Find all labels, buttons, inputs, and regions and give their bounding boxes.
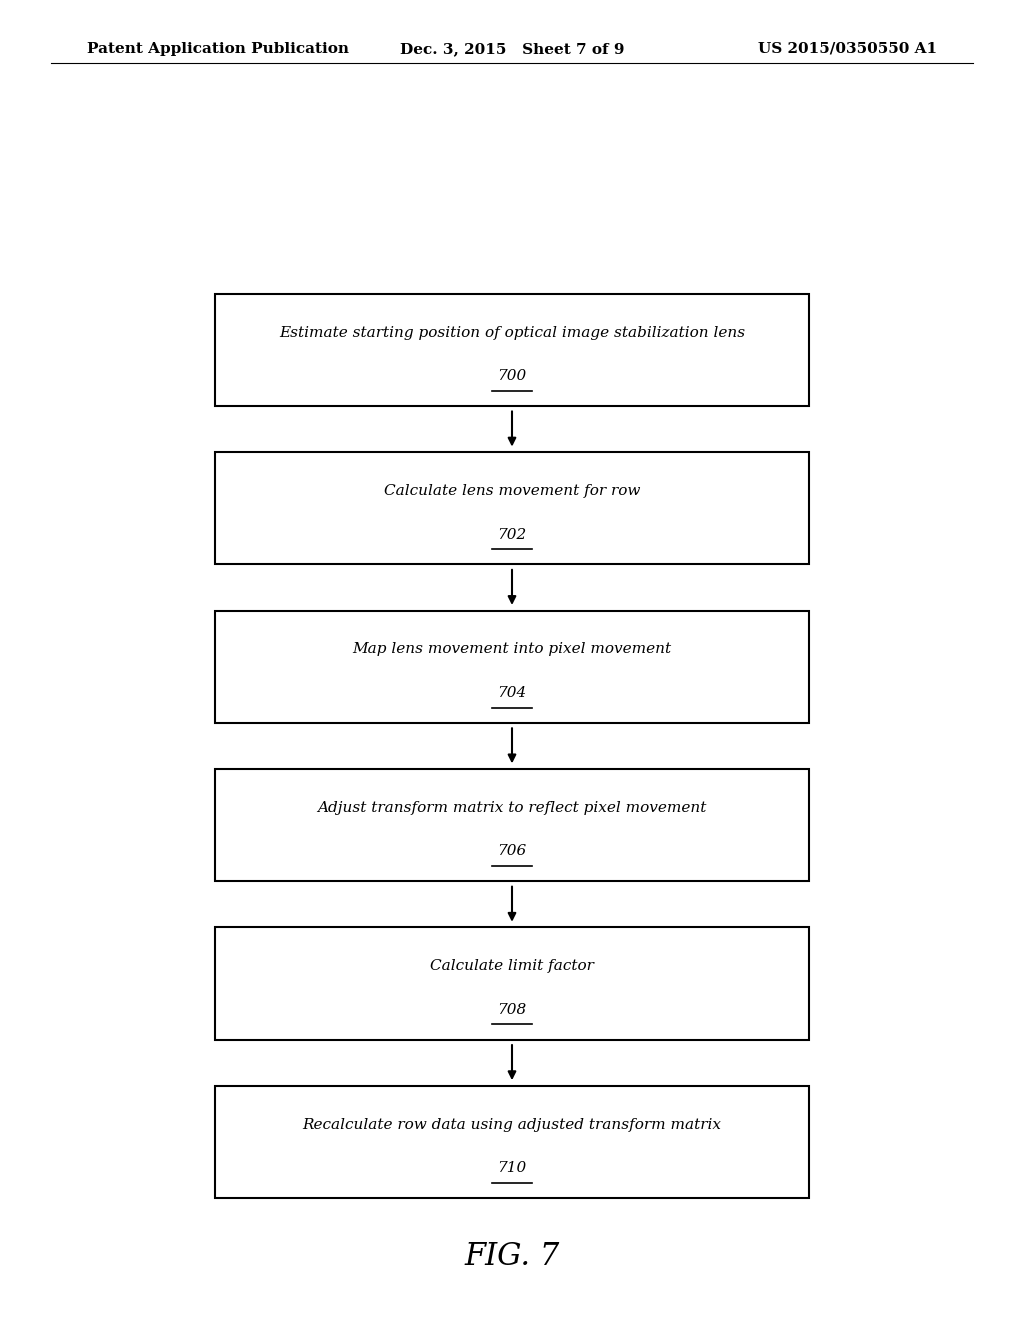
Text: Dec. 3, 2015   Sheet 7 of 9: Dec. 3, 2015 Sheet 7 of 9 xyxy=(399,42,625,55)
Text: Recalculate row data using adjusted transform matrix: Recalculate row data using adjusted tran… xyxy=(302,1118,722,1131)
Text: Map lens movement into pixel movement: Map lens movement into pixel movement xyxy=(352,643,672,656)
FancyBboxPatch shape xyxy=(215,768,809,882)
Text: 710: 710 xyxy=(498,1162,526,1175)
Text: Calculate limit factor: Calculate limit factor xyxy=(430,960,594,973)
FancyBboxPatch shape xyxy=(215,610,809,722)
Text: Adjust transform matrix to reflect pixel movement: Adjust transform matrix to reflect pixel… xyxy=(317,801,707,814)
Text: Calculate lens movement for row: Calculate lens movement for row xyxy=(384,484,640,498)
Text: Patent Application Publication: Patent Application Publication xyxy=(87,42,349,55)
FancyBboxPatch shape xyxy=(215,294,809,407)
Text: FIG. 7: FIG. 7 xyxy=(464,1241,560,1272)
Text: 704: 704 xyxy=(498,686,526,700)
FancyBboxPatch shape xyxy=(215,1085,809,1199)
Text: 702: 702 xyxy=(498,528,526,541)
Text: US 2015/0350550 A1: US 2015/0350550 A1 xyxy=(758,42,937,55)
FancyBboxPatch shape xyxy=(215,451,809,565)
Text: 708: 708 xyxy=(498,1003,526,1016)
Text: 706: 706 xyxy=(498,845,526,858)
FancyBboxPatch shape xyxy=(215,927,809,1040)
Text: Estimate starting position of optical image stabilization lens: Estimate starting position of optical im… xyxy=(279,326,745,339)
Text: 700: 700 xyxy=(498,370,526,383)
